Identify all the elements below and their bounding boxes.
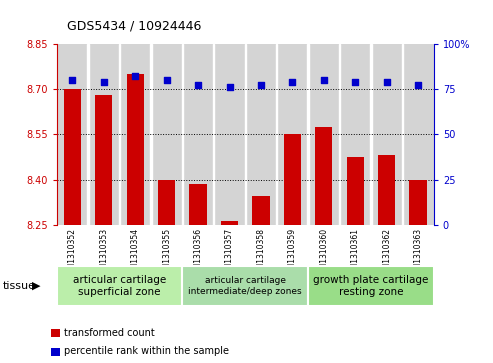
Point xyxy=(194,82,202,88)
Bar xyxy=(245,44,277,225)
Point xyxy=(100,79,108,85)
Bar xyxy=(378,155,395,225)
Point xyxy=(352,79,359,85)
Bar xyxy=(87,44,89,225)
Bar xyxy=(151,44,182,225)
Bar xyxy=(182,44,183,225)
Bar xyxy=(51,348,60,356)
Bar xyxy=(339,44,340,225)
Bar xyxy=(340,44,371,225)
Point xyxy=(414,82,422,88)
Bar xyxy=(119,44,151,225)
Text: GDS5434 / 10924446: GDS5434 / 10924446 xyxy=(67,20,201,33)
Bar xyxy=(315,127,332,225)
Bar xyxy=(189,184,207,225)
Bar xyxy=(64,89,81,225)
Point xyxy=(163,77,171,83)
Bar xyxy=(245,44,246,225)
Bar xyxy=(308,44,309,225)
Point xyxy=(383,79,390,85)
Bar xyxy=(127,74,144,225)
Bar xyxy=(158,180,176,225)
Text: transformed count: transformed count xyxy=(64,327,154,338)
Bar xyxy=(402,44,434,225)
Text: tissue: tissue xyxy=(2,281,35,291)
Bar xyxy=(119,44,120,225)
Bar xyxy=(347,157,364,225)
Point xyxy=(257,82,265,88)
Bar xyxy=(284,134,301,225)
Bar xyxy=(308,44,340,225)
Bar xyxy=(51,329,60,337)
Bar xyxy=(221,220,238,225)
Text: articular cartilage
intermediate/deep zones: articular cartilage intermediate/deep zo… xyxy=(188,276,302,295)
Bar xyxy=(57,266,182,306)
Point xyxy=(288,79,296,85)
Bar xyxy=(213,44,214,225)
Bar xyxy=(182,44,214,225)
Bar xyxy=(371,44,402,225)
Bar xyxy=(252,196,270,225)
Bar xyxy=(308,266,434,306)
Point xyxy=(226,84,234,90)
Point xyxy=(69,77,76,83)
Bar xyxy=(182,266,308,306)
Bar xyxy=(410,180,427,225)
Bar xyxy=(95,95,112,225)
Text: articular cartilage
superficial zone: articular cartilage superficial zone xyxy=(73,275,166,297)
Bar xyxy=(276,44,278,225)
Text: ▶: ▶ xyxy=(32,281,40,291)
Text: growth plate cartilage
resting zone: growth plate cartilage resting zone xyxy=(313,275,429,297)
Bar xyxy=(57,44,88,225)
Point xyxy=(131,73,139,79)
Text: percentile rank within the sample: percentile rank within the sample xyxy=(64,346,229,356)
Bar xyxy=(88,44,119,225)
Bar xyxy=(402,44,403,225)
Bar xyxy=(214,44,246,225)
Bar xyxy=(150,44,152,225)
Point xyxy=(320,77,328,83)
Bar xyxy=(277,44,308,225)
Bar xyxy=(370,44,372,225)
